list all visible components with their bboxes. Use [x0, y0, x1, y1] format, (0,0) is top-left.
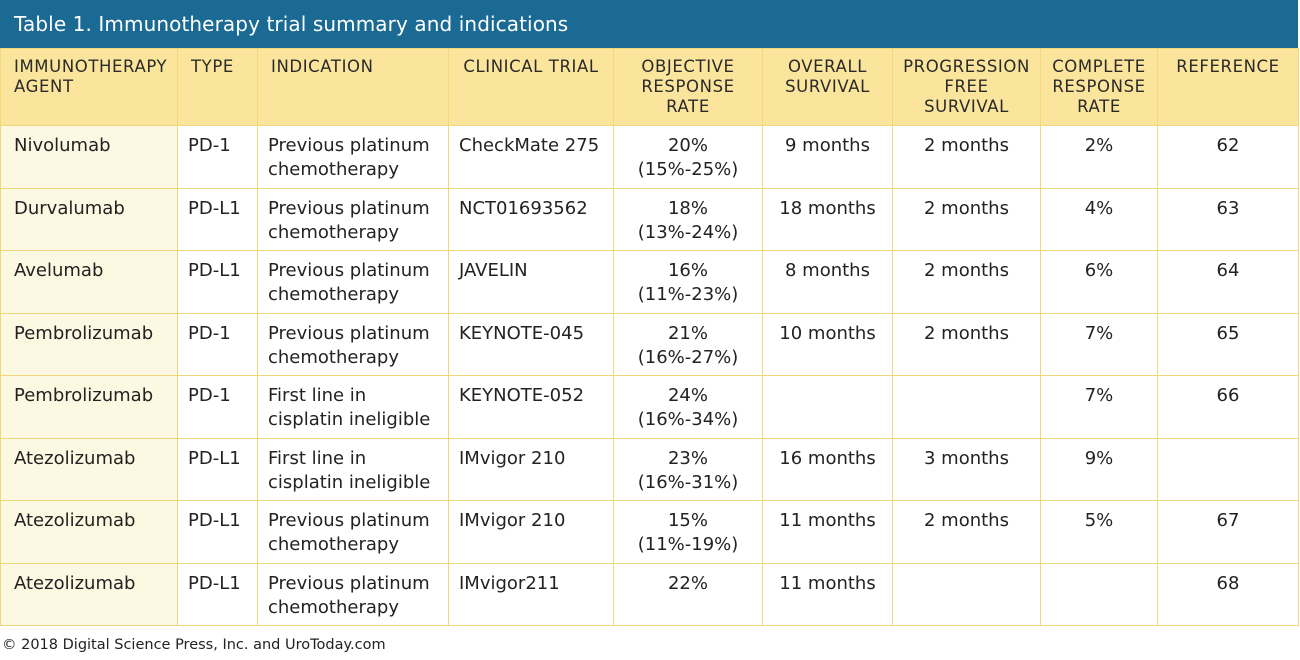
table-title: Table 1. Immunotherapy trial summary and… [0, 0, 1298, 48]
cell-clinical-trial: NCT01693562 [448, 187, 614, 251]
cell-objective-response-rate: 16% (11%-23%) [613, 250, 763, 314]
cell-reference: 62 [1157, 125, 1299, 189]
cell-objective-response-rate: 22% [613, 562, 763, 626]
cell-overall-survival: 11 months [762, 562, 893, 626]
cell-type: PD-1 [177, 125, 258, 189]
cell-type: PD-1 [177, 375, 258, 439]
cell-complete-response-rate: 9% [1040, 437, 1158, 501]
cell-type: PD-L1 [177, 500, 258, 564]
table-row: Nivolumab PD-1 Previous platinum chemother… [0, 125, 1299, 189]
cell-type: PD-1 [177, 312, 258, 376]
cell-objective-response-rate: 24% (16%-34%) [613, 375, 763, 439]
cell-complete-response-rate [1040, 562, 1158, 626]
cell-overall-survival: 10 months [762, 312, 893, 376]
cell-clinical-trial: JAVELIN [448, 250, 614, 314]
cell-indication: Previous platinum chemotherapy [257, 125, 449, 189]
cell-type: PD-L1 [177, 187, 258, 251]
column-header-indication: INDICATION [257, 48, 449, 126]
table-row: Avelumab PD-L1 Previous platinum chemother… [0, 250, 1299, 314]
cell-clinical-trial: CheckMate 275 [448, 125, 614, 189]
cell-clinical-trial: IMvigor211 [448, 562, 614, 626]
cell-clinical-trial: KEYNOTE-052 [448, 375, 614, 439]
cell-reference: 64 [1157, 250, 1299, 314]
cell-indication: Previous platinum chemotherapy [257, 250, 449, 314]
column-header-progression-free-survival: PROGRESSION FREE SURVIVAL [892, 48, 1041, 126]
cell-reference: 63 [1157, 187, 1299, 251]
cell-agent: Atezolizumab [0, 500, 178, 564]
cell-overall-survival: 16 months [762, 437, 893, 501]
cell-complete-response-rate: 7% [1040, 375, 1158, 439]
cell-clinical-trial: KEYNOTE-045 [448, 312, 614, 376]
table-row: Atezolizumab PD-L1 First line in cisplatin… [0, 437, 1299, 501]
cell-indication: Previous platinum chemotherapy [257, 187, 449, 251]
cell-type: PD-L1 [177, 562, 258, 626]
cell-overall-survival: 8 months [762, 250, 893, 314]
cell-reference: 65 [1157, 312, 1299, 376]
column-header-reference: REFERENCE [1157, 48, 1299, 126]
cell-complete-response-rate: 6% [1040, 250, 1158, 314]
cell-indication: Previous platinum chemotherapy [257, 312, 449, 376]
column-header-type: TYPE [177, 48, 258, 126]
cell-agent: Atezolizumab [0, 562, 178, 626]
cell-overall-survival [762, 375, 893, 439]
cell-indication: Previous platinum chemotherapy [257, 500, 449, 564]
immunotherapy-table: IMMUNOTHERAPY AGENT TYPE INDICATION CLIN… [0, 48, 1299, 626]
cell-progression-free-survival: 2 months [892, 125, 1041, 189]
cell-complete-response-rate: 2% [1040, 125, 1158, 189]
cell-progression-free-survival: 2 months [892, 500, 1041, 564]
cell-overall-survival: 11 months [762, 500, 893, 564]
cell-reference: 66 [1157, 375, 1299, 439]
column-header-clinical-trial: CLINICAL TRIAL [448, 48, 614, 126]
cell-reference [1157, 437, 1299, 501]
cell-agent: Avelumab [0, 250, 178, 314]
cell-objective-response-rate: 21% (16%-27%) [613, 312, 763, 376]
cell-agent: Durvalumab [0, 187, 178, 251]
cell-progression-free-survival: 2 months [892, 312, 1041, 376]
cell-progression-free-survival [892, 375, 1041, 439]
cell-complete-response-rate: 5% [1040, 500, 1158, 564]
cell-type: PD-L1 [177, 437, 258, 501]
column-header-agent: IMMUNOTHERAPY AGENT [0, 48, 178, 126]
cell-objective-response-rate: 20% (15%-25%) [613, 125, 763, 189]
cell-indication: First line in cisplatin ineligible [257, 375, 449, 439]
cell-progression-free-survival: 2 months [892, 250, 1041, 314]
cell-type: PD-L1 [177, 250, 258, 314]
cell-complete-response-rate: 7% [1040, 312, 1158, 376]
cell-progression-free-survival [892, 562, 1041, 626]
column-header-overall-survival: OVERALL SURVIVAL [762, 48, 893, 126]
table-row: Atezolizumab PD-L1 Previous platinum chemo… [0, 500, 1299, 564]
cell-objective-response-rate: 18% (13%-24%) [613, 187, 763, 251]
cell-objective-response-rate: 15% (11%-19%) [613, 500, 763, 564]
table-row: Pembrolizumab PD-1 First line in cisplatin… [0, 375, 1299, 439]
cell-clinical-trial: IMvigor 210 [448, 500, 614, 564]
cell-agent: Atezolizumab [0, 437, 178, 501]
header-row: IMMUNOTHERAPY AGENT TYPE INDICATION CLIN… [0, 48, 1299, 126]
cell-progression-free-survival: 3 months [892, 437, 1041, 501]
cell-agent: Pembrolizumab [0, 312, 178, 376]
table-row: Durvalumab PD-L1 Previous platinum chemoth… [0, 187, 1299, 251]
cell-indication: First line in cisplatin ineligible [257, 437, 449, 501]
cell-agent: Pembrolizumab [0, 375, 178, 439]
cell-overall-survival: 18 months [762, 187, 893, 251]
cell-complete-response-rate: 4% [1040, 187, 1158, 251]
column-header-complete-response-rate: COMPLETE RESPONSE RATE [1040, 48, 1158, 126]
cell-agent: Nivolumab [0, 125, 178, 189]
table-row: Pembrolizumab PD-1 Previous platinum chemo… [0, 312, 1299, 376]
cell-overall-survival: 9 months [762, 125, 893, 189]
cell-indication: Previous platinum chemotherapy [257, 562, 449, 626]
column-header-objective-response-rate: OBJECTIVE RESPONSE RATE [613, 48, 763, 126]
cell-progression-free-survival: 2 months [892, 187, 1041, 251]
cell-clinical-trial: IMvigor 210 [448, 437, 614, 501]
table-row: Atezolizumab PD-L1 Previous platinum chemo… [0, 562, 1299, 626]
copyright-footer: © 2018 Digital Science Press, Inc. and U… [2, 637, 386, 653]
cell-objective-response-rate: 23% (16%-31%) [613, 437, 763, 501]
cell-reference: 67 [1157, 500, 1299, 564]
cell-reference: 68 [1157, 562, 1299, 626]
